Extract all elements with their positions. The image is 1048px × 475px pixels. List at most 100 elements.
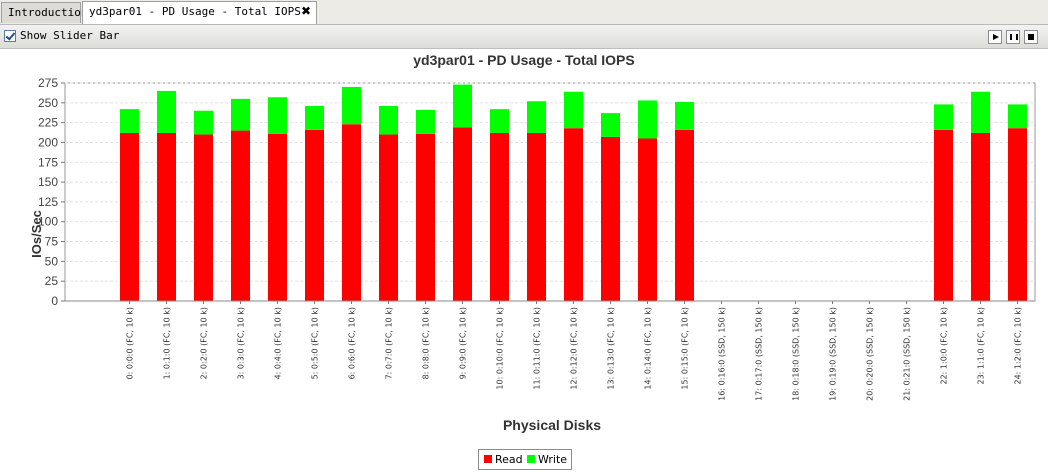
y-tick-label: 175 [38,155,58,169]
x-tick-label: 19: 0:19:0 (SSD, 150 k) [829,307,838,401]
bar-read-14 [638,138,657,301]
bar-write-2 [194,110,213,135]
x-tick-label: 9: 0:9:0 (FC, 10 k) [459,307,468,379]
bar-write-3 [231,98,250,131]
x-tick-label: 20: 0:20:0 (SSD, 150 k) [866,307,875,401]
bar-write-22 [934,104,953,130]
bar-write-13 [601,113,620,137]
y-tick-label: 50 [45,254,59,268]
plot-background [64,82,1036,302]
bar-write-8 [416,109,435,134]
x-tick-label: 5: 0:5:0 (FC, 10 k) [311,307,320,379]
bar-read-12 [564,128,583,301]
bar-write-9 [453,84,472,128]
x-tick-label: 16: 0:16:0 (SSD, 150 k) [718,307,727,401]
bar-read-10 [490,132,509,301]
x-tick-label: 2: 0:2:0 (FC, 10 k) [200,307,209,379]
bar-read-1 [157,132,176,301]
x-tick-label: 21: 0:21:0 (SSD, 150 k) [903,307,912,401]
tab-label: yd3par01 - PD Usage - Total IOPS [89,5,301,18]
bar-write-23 [971,91,990,133]
x-tick-label: 12: 0:12:0 (FC, 10 k) [570,307,579,390]
bar-read-23 [971,132,990,301]
y-tick-label: 225 [38,116,58,130]
chart-toolbar: Show Slider Bar [0,25,1048,49]
y-tick-label: 0 [51,294,58,308]
bar-write-14 [638,100,657,139]
bar-write-5 [305,105,324,130]
tab-bar: Introduction yd3par01 - PD Usage - Total… [0,0,1048,25]
bar-read-6 [342,124,361,301]
read-swatch [484,455,492,463]
bar-read-4 [268,133,287,301]
bar-read-13 [601,136,620,301]
x-tick-label: 24: 1:2:0 (FC, 10 k) [1014,307,1023,385]
y-tick-label: 75 [45,235,59,249]
stop-button[interactable] [1024,30,1038,44]
x-tick-label: 7: 0:7:0 (FC, 10 k) [385,307,394,379]
x-tick-label: 15: 0:15:0 (FC, 10 k) [681,307,690,390]
legend-write-label: Write [538,453,568,466]
plot-area: 0 25 50 75 100 125 150 175 200 225 250 275 0: 0:0:0 … [38,76,1036,401]
y-tick-label: 200 [38,135,58,149]
x-tick-label: 10: 0:10:0 (FC, 10 k) [496,307,505,390]
bar-write-4 [268,97,287,134]
bar-read-0 [120,132,139,301]
y-axis-label: IOs/Sec [29,210,44,258]
chart-title: yd3par01 - PD Usage - Total IOPS [413,52,634,68]
bar-write-6 [342,86,361,125]
x-tick-label: 3: 0:3:0 (FC, 10 k) [237,307,246,379]
x-tick-label: 22: 1:0:0 (FC, 10 k) [940,307,949,385]
bar-read-15 [675,129,694,301]
play-icon [993,34,999,40]
y-tick-label: 150 [38,175,58,189]
legend-item-read: Read [484,454,523,466]
bar-read-7 [379,134,398,301]
pause-button[interactable] [1006,30,1020,44]
x-tick-label: 23: 1:1:0 (FC, 10 k) [977,307,986,385]
y-tick-label: 275 [38,76,58,90]
bar-read-24 [1008,128,1027,301]
y-tick-label: 100 [38,215,58,229]
bar-read-11 [527,132,546,301]
bar-read-5 [305,129,324,301]
x-tick-label: 0: 0:0:0 (FC, 10 k) [126,307,135,379]
y-tick-label: 125 [38,195,58,209]
close-icon[interactable]: ✖ [300,4,311,18]
y-tick-label: 250 [38,96,58,110]
bar-read-8 [416,133,435,301]
x-tick-label: 11: 0:11:0 (FC, 10 k) [533,307,542,390]
bar-write-10 [490,109,509,133]
legend-item-write: Write [527,454,567,466]
x-tick-label: 6: 0:6:0 (FC, 10 k) [348,307,357,379]
bar-write-15 [675,102,694,130]
x-tick-label: 8: 0:8:0 (FC, 10 k) [422,307,431,379]
stop-icon [1028,34,1034,40]
bar-read-2 [194,134,213,301]
show-slider-bar-checkbox[interactable] [4,30,16,42]
legend-read-label: Read [495,453,523,466]
bar-write-11 [527,101,546,133]
legend: Read Write [478,449,572,470]
bar-read-22 [934,129,953,301]
bar-write-0 [120,109,139,133]
x-tick-label: 17: 0:17:0 (SSD, 150 k) [755,307,764,401]
x-axis-label: Physical Disks [503,417,601,433]
bar-read-3 [231,130,250,301]
tab-pd-usage-total-iops[interactable]: yd3par01 - PD Usage - Total IOPS ✖ [82,1,317,24]
bar-read-9 [453,127,472,301]
x-tick-label: 14: 0:14:0 (FC, 10 k) [644,307,653,390]
bar-write-24 [1008,104,1027,129]
play-button[interactable] [988,30,1002,44]
show-slider-bar-label: Show Slider Bar [20,29,120,42]
pause-icon [1010,34,1018,40]
tab-introduction[interactable]: Introduction [1,2,87,23]
x-tick-label: 4: 0:4:0 (FC, 10 k) [274,307,283,379]
bar-write-7 [379,105,398,135]
stacked-bar-chart: yd3par01 - PD Usage - Total IOPS IOs/Sec… [29,52,1036,433]
bar-write-12 [564,91,583,129]
x-tick-label: 1: 0:1:0 (FC, 10 k) [163,307,172,379]
x-tick-label: 13: 0:13:0 (FC, 10 k) [607,307,616,390]
bar-write-1 [157,90,176,133]
y-tick-label: 25 [45,274,59,288]
